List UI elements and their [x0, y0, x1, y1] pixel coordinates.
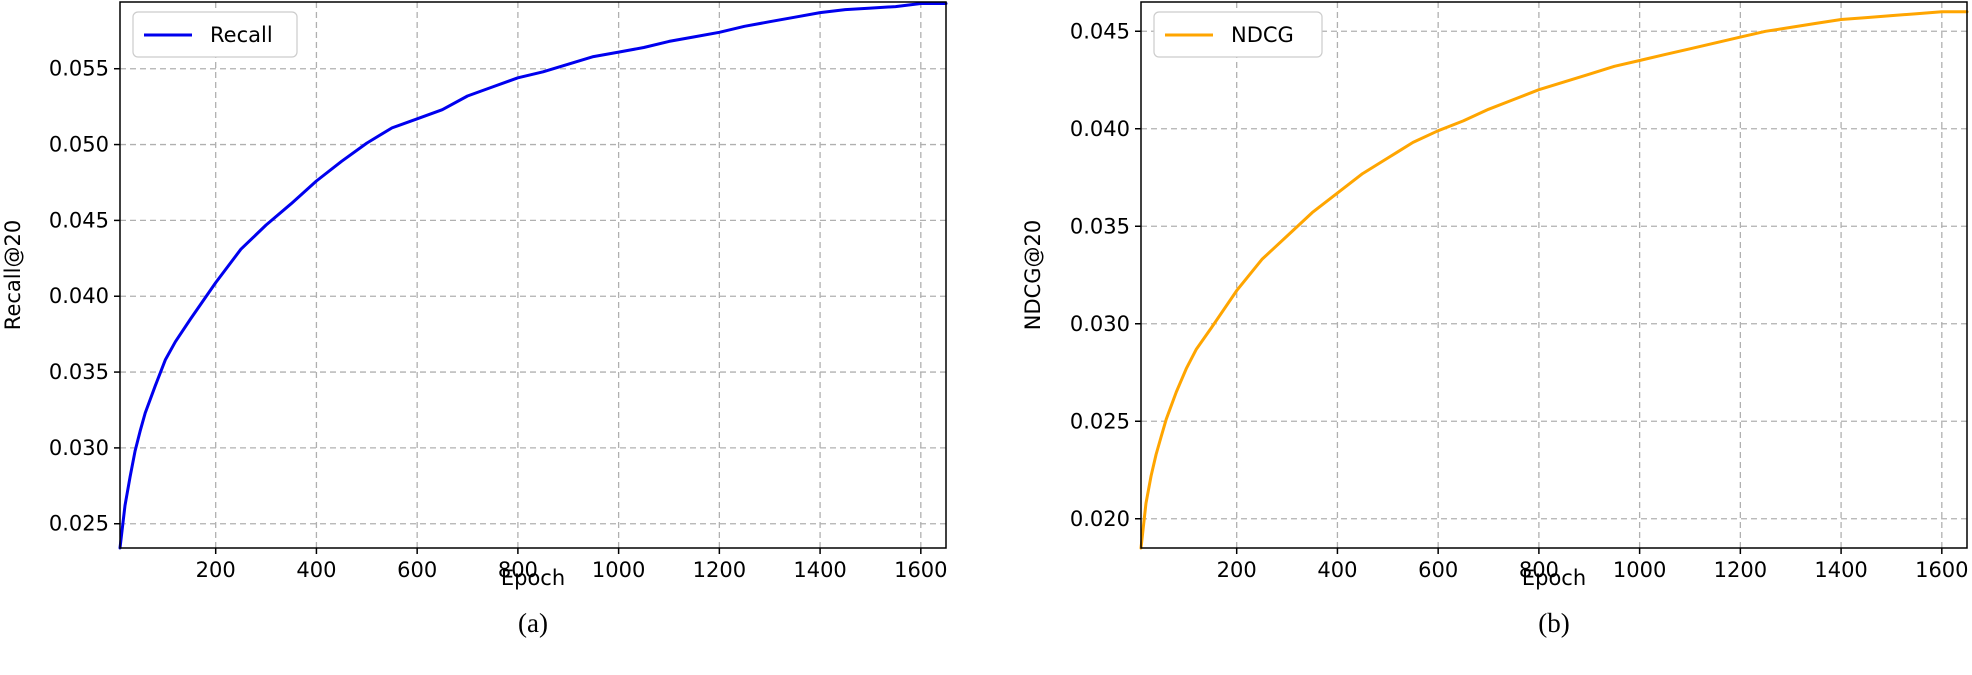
- recall-caption: (a): [518, 608, 548, 638]
- recall-line-layer: [118, 2, 948, 550]
- ndcg-x-tick-label: 400: [1317, 558, 1357, 582]
- recall-x-axis-label: Epoch: [501, 566, 565, 590]
- ndcg-x-tick-label: 1600: [1915, 558, 1968, 582]
- recall-x-tick-label: 800: [498, 558, 538, 582]
- recall-legend: Recall: [132, 11, 298, 58]
- recall-legend-label: Recall: [210, 23, 273, 47]
- recall-y-axis-label: Recall@20: [1, 220, 25, 330]
- recall-x-tick-label: 600: [397, 558, 437, 582]
- ndcg-y-tick-label: 0.020: [1070, 507, 1130, 531]
- ndcg-x-tick-label: 1000: [1613, 558, 1666, 582]
- ndcg-ticks: 200 400 600 800 1000 1200 1400 1600 0.020 0.025 0.…: [1070, 19, 1969, 582]
- ndcg-y-tick-label: 0.035: [1070, 214, 1130, 238]
- recall-x-tick-label: 1200: [693, 558, 746, 582]
- recall-legend-box: [132, 11, 298, 58]
- ndcg-x-tick-label: 800: [1519, 558, 1559, 582]
- recall-plot-frame: [119, 1, 947, 549]
- recall-chart-panel: 200 400 600 800 1000 1200 1400 1600 0.025 0.030 0.…: [1, 1, 948, 638]
- ndcg-series-line: [1139, 10, 1969, 550]
- recall-x-tick-label: 1600: [894, 558, 947, 582]
- recall-y-tick-label: 0.030: [49, 436, 109, 460]
- recall-y-tick-label: 0.045: [49, 208, 109, 232]
- recall-x-tick-label: 400: [296, 558, 336, 582]
- ndcg-legend: NDCG: [1153, 11, 1323, 58]
- recall-y-tick-label: 0.050: [49, 133, 109, 157]
- ndcg-plot-frame: [1140, 1, 1968, 549]
- ndcg-x-tick-label: 600: [1418, 558, 1458, 582]
- recall-x-tick-label: 1400: [793, 558, 846, 582]
- ndcg-x-tick-label: 1200: [1714, 558, 1767, 582]
- recall-x-tick-label: 1000: [592, 558, 645, 582]
- ndcg-x-axis-label: Epoch: [1522, 566, 1586, 590]
- recall-grid: [120, 2, 946, 548]
- ndcg-chart-panel: 200 400 600 800 1000 1200 1400 1600 0.020 0.025 0.…: [1021, 1, 1969, 638]
- ndcg-x-tick-label: 1400: [1814, 558, 1867, 582]
- recall-y-tick-label: 0.040: [49, 284, 109, 308]
- recall-y-tick-label: 0.025: [49, 512, 109, 536]
- recall-y-tick-label: 0.035: [49, 360, 109, 384]
- recall-x-tick-label: 200: [196, 558, 236, 582]
- ndcg-y-tick-label: 0.040: [1070, 117, 1130, 141]
- ndcg-y-tick-label: 0.025: [1070, 409, 1130, 433]
- ndcg-y-tick-label: 0.045: [1070, 19, 1130, 43]
- ndcg-y-tick-label: 0.030: [1070, 312, 1130, 336]
- recall-series-line: [118, 2, 948, 550]
- ndcg-x-tick-label: 200: [1217, 558, 1257, 582]
- ndcg-y-axis-label: NDCG@20: [1021, 220, 1045, 331]
- ndcg-legend-box: [1153, 11, 1323, 58]
- recall-y-tick-label: 0.055: [49, 57, 109, 81]
- recall-ticks: 200 400 600 800 1000 1200 1400 1600 0.025 0.030 0.…: [49, 57, 948, 582]
- ndcg-caption: (b): [1538, 608, 1569, 638]
- ndcg-line-layer: [1139, 10, 1969, 550]
- ndcg-legend-label: NDCG: [1231, 23, 1294, 47]
- ndcg-grid: [1141, 2, 1967, 548]
